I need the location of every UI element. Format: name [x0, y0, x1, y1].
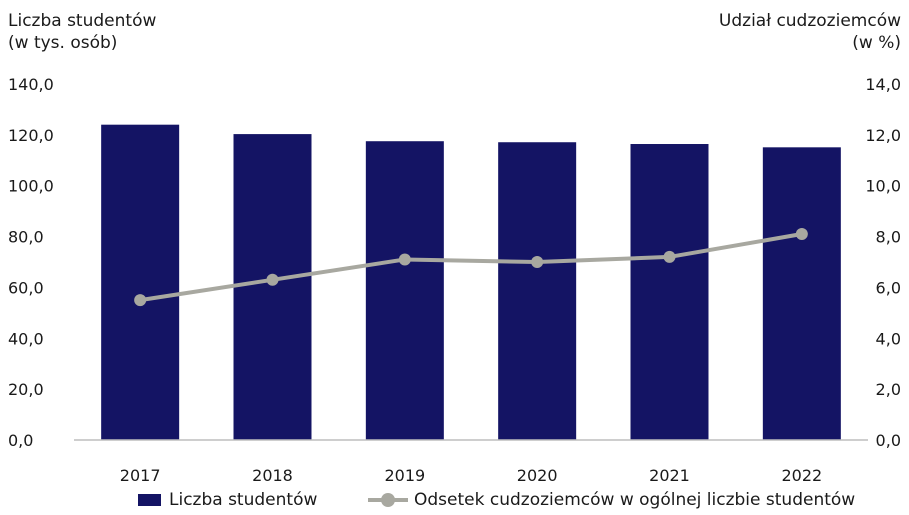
right-tick-label: 8,0 [876, 228, 901, 247]
x-tick-label: 2021 [649, 466, 690, 485]
right-tick-label: 10,0 [865, 177, 901, 196]
legend-item-line: Odsetek cudzoziemców w ogólnej liczbie s… [368, 490, 855, 510]
x-tick-label: 2020 [517, 466, 558, 485]
left-axis-title-line2: (w tys. osób) [8, 33, 118, 53]
left-tick-label: 40,0 [8, 329, 44, 348]
right-tick-label: 2,0 [876, 380, 901, 399]
right-axis-title-line2: (w %) [852, 33, 901, 53]
legend-line-label: Odsetek cudzoziemców w ogólnej liczbie s… [414, 490, 856, 510]
legend-line-swatch [368, 493, 408, 507]
right-tick-label: 0,0 [876, 431, 901, 450]
bar-2021 [630, 144, 709, 441]
line-point-2020 [531, 256, 544, 268]
right-tick-label: 4,0 [876, 329, 901, 348]
x-tick-label: 2018 [252, 466, 293, 485]
left-axis-title: Liczba studentów (w tys. osób) [8, 10, 156, 54]
bar-2022 [762, 147, 841, 440]
right-tick-label: 6,0 [876, 278, 901, 297]
legend-bars-label: Liczba studentów [169, 490, 318, 510]
left-tick-label: 140,0 [8, 75, 54, 94]
bar-2017 [101, 124, 180, 440]
line-point-2018 [266, 273, 279, 286]
bar-2018 [233, 134, 312, 440]
bar-2020 [498, 142, 577, 440]
legend: Liczba studentów Odsetek cudzoziemców w … [0, 490, 909, 514]
left-tick-label: 80,0 [8, 228, 44, 247]
legend-bar-swatch [138, 494, 161, 506]
line-point-2021 [663, 250, 676, 263]
legend-item-bars: Liczba studentów [138, 490, 317, 510]
x-tick-label: 2017 [120, 466, 161, 485]
right-axis-title: Udział cudzoziemców (w %) [719, 10, 901, 54]
left-tick-label: 20,0 [8, 380, 44, 399]
plot-area: 0,0 20,0 40,0 60,0 80,0 100,0 120,0 140,0 0,0 2,0… [8, 75, 901, 485]
left-tick-label: 60,0 [8, 278, 44, 297]
line-series [139, 232, 803, 303]
line-point-2017 [134, 294, 147, 307]
bar-2019 [365, 141, 444, 440]
x-tick-label: 2019 [384, 466, 425, 485]
right-tick-label: 14,0 [865, 75, 901, 94]
left-tick-label: 120,0 [8, 126, 54, 145]
left-axis-title-line1: Liczba studentów [8, 11, 157, 31]
left-tick-label: 0,0 [8, 431, 33, 450]
right-axis-title-line1: Udział cudzoziemców [718, 11, 901, 31]
line-point-2022 [795, 228, 808, 241]
x-tick-label: 2022 [781, 466, 822, 485]
line-point-2019 [398, 253, 411, 266]
left-tick-label: 100,0 [8, 177, 54, 196]
right-tick-label: 12,0 [865, 126, 901, 145]
